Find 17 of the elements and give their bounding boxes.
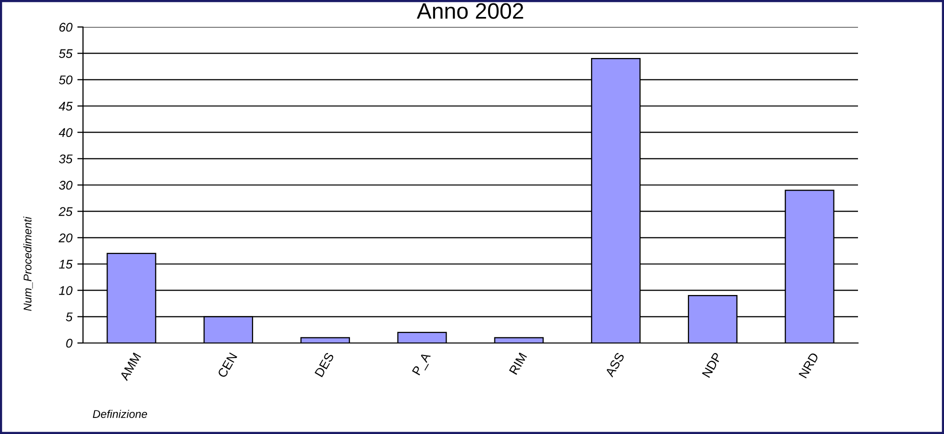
y-tick-label: 60 bbox=[59, 22, 72, 32]
y-tick-label: 30 bbox=[58, 180, 72, 190]
y-tick-label: 10 bbox=[59, 286, 72, 295]
y-tick-label: 50 bbox=[58, 75, 72, 84]
y-tick-label: 0 bbox=[66, 338, 72, 348]
x-tick-label: P_A bbox=[412, 352, 433, 377]
x-axis-title: Definizione bbox=[92, 410, 148, 418]
y-tick-label: 55 bbox=[58, 49, 73, 58]
y-axis-title: Num_Procedimenti bbox=[23, 216, 33, 311]
y-tick-label: 20 bbox=[58, 233, 72, 242]
y-tick-label: 15 bbox=[59, 260, 73, 269]
chart-title: Anno 2002 bbox=[416, 3, 524, 19]
y-tick-label: 25 bbox=[58, 207, 73, 216]
y-tick-label: 40 bbox=[58, 128, 72, 137]
y-tick-label: 35 bbox=[58, 154, 73, 164]
y-tick-label: 45 bbox=[58, 102, 73, 111]
y-tick-label: 5 bbox=[66, 312, 73, 322]
